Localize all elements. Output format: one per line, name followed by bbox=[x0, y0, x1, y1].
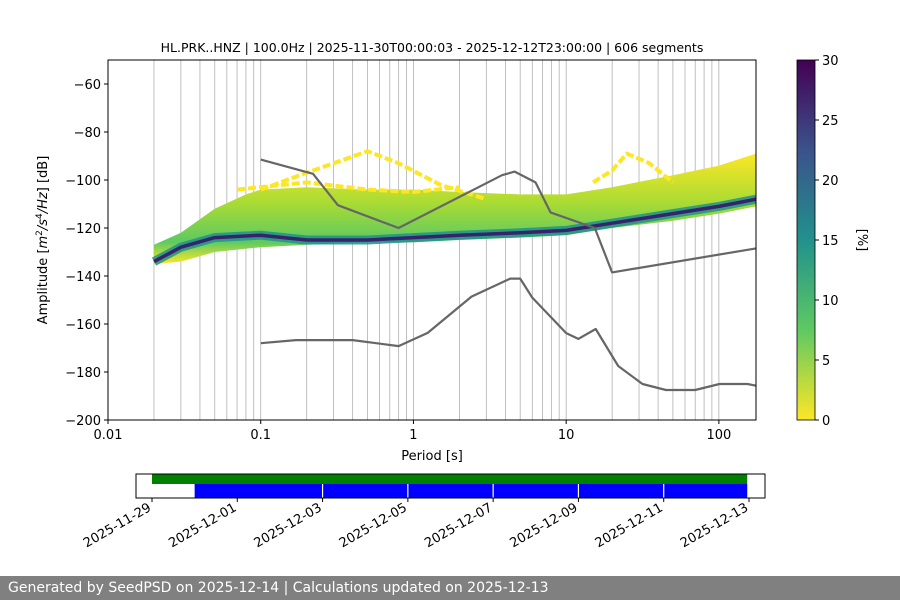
x-tick-label: 1 bbox=[409, 428, 417, 443]
colorbar-ticks: 0 5 10 15 20 25 30 bbox=[815, 54, 839, 429]
psd-outlier-arc bbox=[236, 180, 460, 195]
y-tick-label: −120 bbox=[65, 222, 101, 237]
footer-bar: Generated by SeedPSD on 2025-12-14 | Cal… bbox=[0, 576, 900, 600]
y-tick-label: −80 bbox=[74, 126, 101, 141]
timeline-tick-label: 2025-12-01 bbox=[166, 500, 239, 551]
data-availability-timeline bbox=[151, 474, 748, 498]
timeline-tick-label: 2025-12-13 bbox=[678, 500, 751, 551]
psd-figure: HL.PRK..HNZ | 100.0Hz | 2025-11-30T00:00… bbox=[35, 40, 869, 551]
footer-text: Generated by SeedPSD on 2025-12-14 | Cal… bbox=[8, 580, 549, 596]
x-tick-label: 0.01 bbox=[94, 428, 123, 443]
nhnm-curve bbox=[260, 158, 756, 274]
timeline-frame bbox=[135, 473, 766, 499]
y-tick-label: −200 bbox=[65, 414, 101, 429]
colorbar-label: [%] bbox=[854, 229, 869, 252]
colorbar-tick-label: 10 bbox=[822, 294, 839, 309]
y-axis-ticks: −60 −80 −100 −120 −140 −160 −180 −200 bbox=[65, 78, 108, 429]
timeline-bar bbox=[194, 484, 748, 498]
psd-outlier-arc bbox=[592, 151, 675, 185]
x-tick-label: 100 bbox=[706, 428, 731, 443]
colorbar-tick-label: 20 bbox=[822, 174, 839, 189]
x-axis-label: Period [s] bbox=[401, 449, 463, 464]
y-axis-label: Amplitude [m2/s4/Hz] [dB] bbox=[35, 156, 51, 325]
noise-models bbox=[260, 158, 756, 392]
timeline-tick-label: 2025-12-03 bbox=[252, 500, 325, 551]
timeline-tick-label: 2025-12-09 bbox=[507, 500, 580, 551]
timeline-tick-label: 2025-12-05 bbox=[337, 500, 410, 551]
colorbar-tick-label: 5 bbox=[822, 354, 830, 369]
timeline-ticks: 2025-11-29 2025-12-01 2025-12-03 2025-12-05… bbox=[81, 498, 751, 551]
psd-mode-curve bbox=[153, 197, 756, 264]
timeline-tick-label: 2025-11-29 bbox=[81, 500, 154, 551]
timeline-tick-label: 2025-12-07 bbox=[422, 500, 495, 551]
y-tick-label: −100 bbox=[65, 174, 101, 189]
psd-heatmap bbox=[151, 149, 756, 266]
colorbar-tick-label: 15 bbox=[822, 234, 839, 249]
colorbar bbox=[796, 59, 816, 421]
y-tick-label: −140 bbox=[65, 270, 101, 285]
colorbar-tick-label: 30 bbox=[822, 54, 839, 69]
nlnm-curve bbox=[260, 277, 756, 392]
x-tick-label: 0.1 bbox=[250, 428, 271, 443]
x-axis-ticks: 0.01 0.1 1 10 100 bbox=[94, 420, 731, 443]
x-tick-label: 10 bbox=[558, 428, 575, 443]
colorbar-tick-label: 0 bbox=[822, 414, 830, 429]
psd-density-band bbox=[154, 153, 756, 264]
colorbar-tick-label: 25 bbox=[822, 114, 839, 129]
y-tick-label: −180 bbox=[65, 366, 101, 381]
timeline-bar bbox=[151, 474, 748, 484]
timeline-tick-label: 2025-12-11 bbox=[593, 500, 666, 551]
y-tick-label: −160 bbox=[65, 318, 101, 333]
chart-title: HL.PRK..HNZ | 100.0Hz | 2025-11-30T00:00… bbox=[161, 40, 704, 55]
plot-frame bbox=[107, 59, 757, 421]
y-tick-label: −60 bbox=[74, 78, 101, 93]
